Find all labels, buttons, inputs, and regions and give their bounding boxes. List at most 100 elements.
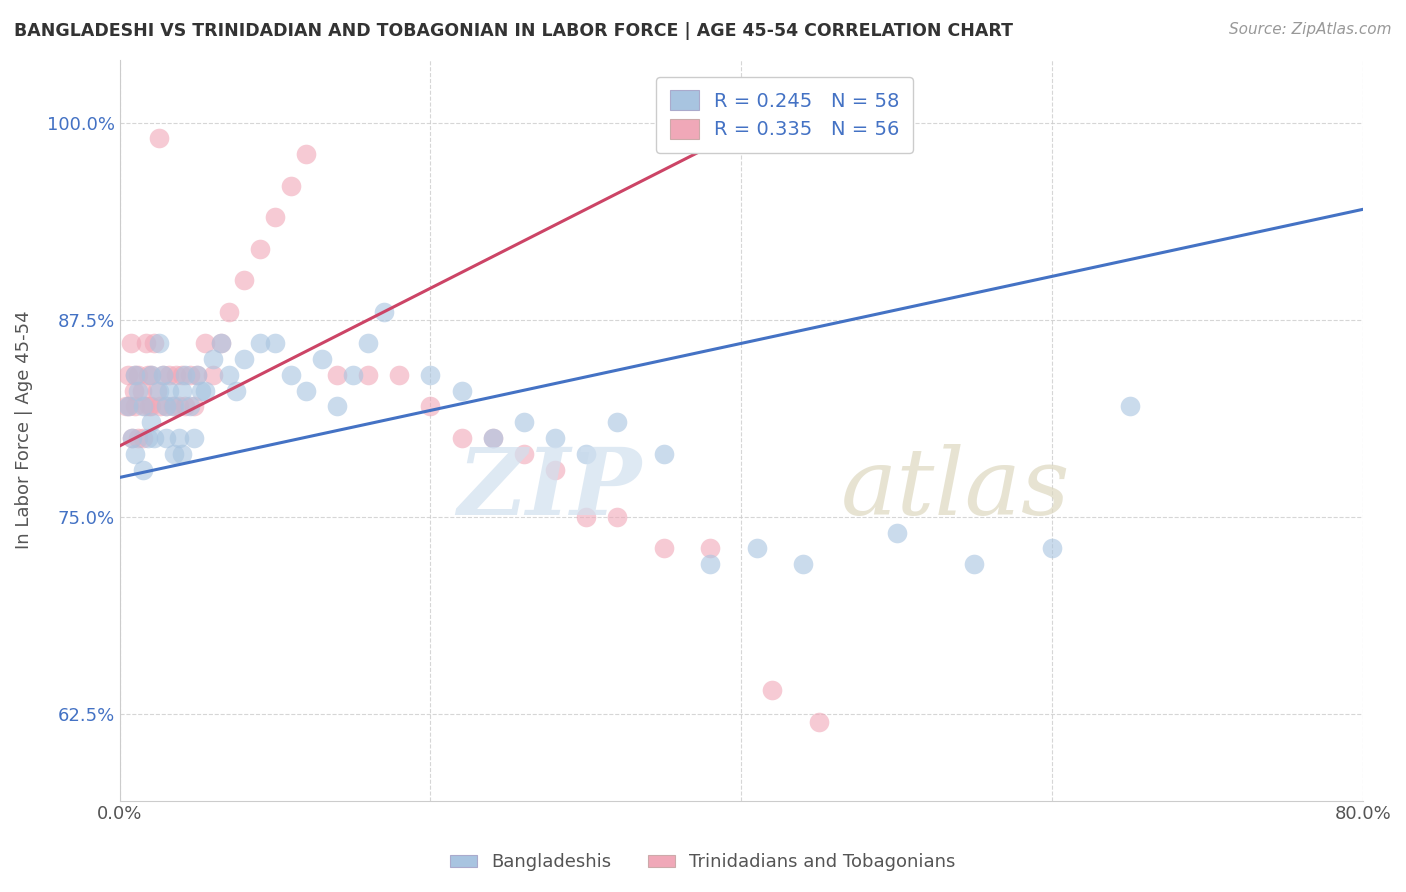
Point: [120, 336, 142, 351]
Point: [326, 400, 349, 414]
Point: [170, 447, 193, 461]
Point: [117, 400, 139, 414]
Point: [139, 415, 162, 429]
Point: [699, 557, 721, 571]
Point: [186, 368, 208, 382]
Point: [159, 368, 181, 382]
Point: [792, 557, 814, 571]
Point: [118, 400, 141, 414]
Point: [481, 431, 503, 445]
Point: [512, 415, 534, 429]
Point: [159, 384, 181, 398]
Point: [218, 305, 240, 319]
Point: [225, 384, 247, 398]
Legend: Bangladeshis, Trinidadians and Tobagonians: Bangladeshis, Trinidadians and Tobagonia…: [443, 847, 963, 879]
Point: [127, 384, 149, 398]
Point: [124, 368, 146, 382]
Point: [295, 384, 318, 398]
Point: [124, 400, 146, 414]
Point: [142, 431, 165, 445]
Point: [342, 368, 364, 382]
Point: [139, 368, 162, 382]
Point: [163, 447, 186, 461]
Point: [201, 352, 224, 367]
Point: [218, 368, 240, 382]
Point: [163, 400, 186, 414]
Point: [146, 384, 169, 398]
Text: atlas: atlas: [841, 444, 1070, 534]
Point: [174, 400, 197, 414]
Point: [127, 431, 149, 445]
Point: [167, 431, 190, 445]
Point: [652, 447, 675, 461]
Point: [1040, 541, 1063, 556]
Point: [179, 400, 201, 414]
Point: [155, 431, 177, 445]
Point: [162, 400, 184, 414]
Point: [136, 368, 159, 382]
Point: [194, 384, 217, 398]
Point: [148, 384, 170, 398]
Point: [373, 305, 395, 319]
Point: [606, 509, 628, 524]
Point: [127, 368, 149, 382]
Point: [1118, 400, 1140, 414]
Point: [544, 462, 567, 476]
Y-axis label: In Labor Force | Age 45-54: In Labor Force | Age 45-54: [15, 310, 32, 549]
Point: [149, 400, 172, 414]
Point: [233, 273, 256, 287]
Point: [209, 336, 232, 351]
Point: [699, 541, 721, 556]
Point: [135, 336, 157, 351]
Point: [155, 400, 177, 414]
Point: [761, 683, 783, 698]
Point: [117, 368, 139, 382]
Point: [280, 178, 302, 193]
Text: ZIP: ZIP: [457, 444, 641, 534]
Point: [481, 431, 503, 445]
Point: [121, 431, 143, 445]
Point: [167, 400, 190, 414]
Point: [249, 242, 271, 256]
Point: [311, 352, 333, 367]
Point: [575, 447, 598, 461]
Point: [209, 336, 232, 351]
Point: [148, 336, 170, 351]
Point: [357, 368, 380, 382]
Point: [575, 509, 598, 524]
Point: [264, 336, 287, 351]
Point: [155, 400, 177, 414]
Point: [131, 384, 153, 398]
Point: [138, 400, 160, 414]
Point: [450, 384, 472, 398]
Point: [121, 431, 143, 445]
Point: [183, 431, 205, 445]
Point: [165, 368, 187, 382]
Point: [886, 525, 908, 540]
Point: [606, 415, 628, 429]
Point: [132, 400, 155, 414]
Point: [357, 336, 380, 351]
Point: [388, 368, 411, 382]
Point: [295, 147, 318, 161]
Point: [122, 384, 145, 398]
Point: [186, 368, 208, 382]
Point: [174, 368, 197, 382]
Point: [134, 400, 156, 414]
Text: BANGLADESHI VS TRINIDADIAN AND TOBAGONIAN IN LABOR FORCE | AGE 45-54 CORRELATION: BANGLADESHI VS TRINIDADIAN AND TOBAGONIA…: [14, 22, 1014, 40]
Point: [280, 368, 302, 382]
Point: [512, 447, 534, 461]
Point: [233, 352, 256, 367]
Point: [190, 384, 212, 398]
Point: [179, 368, 201, 382]
Point: [807, 714, 830, 729]
Point: [132, 462, 155, 476]
Point: [139, 368, 162, 382]
Point: [419, 400, 441, 414]
Point: [124, 368, 146, 382]
Point: [139, 400, 162, 414]
Point: [152, 368, 174, 382]
Point: [264, 211, 287, 225]
Point: [124, 447, 146, 461]
Point: [652, 541, 675, 556]
